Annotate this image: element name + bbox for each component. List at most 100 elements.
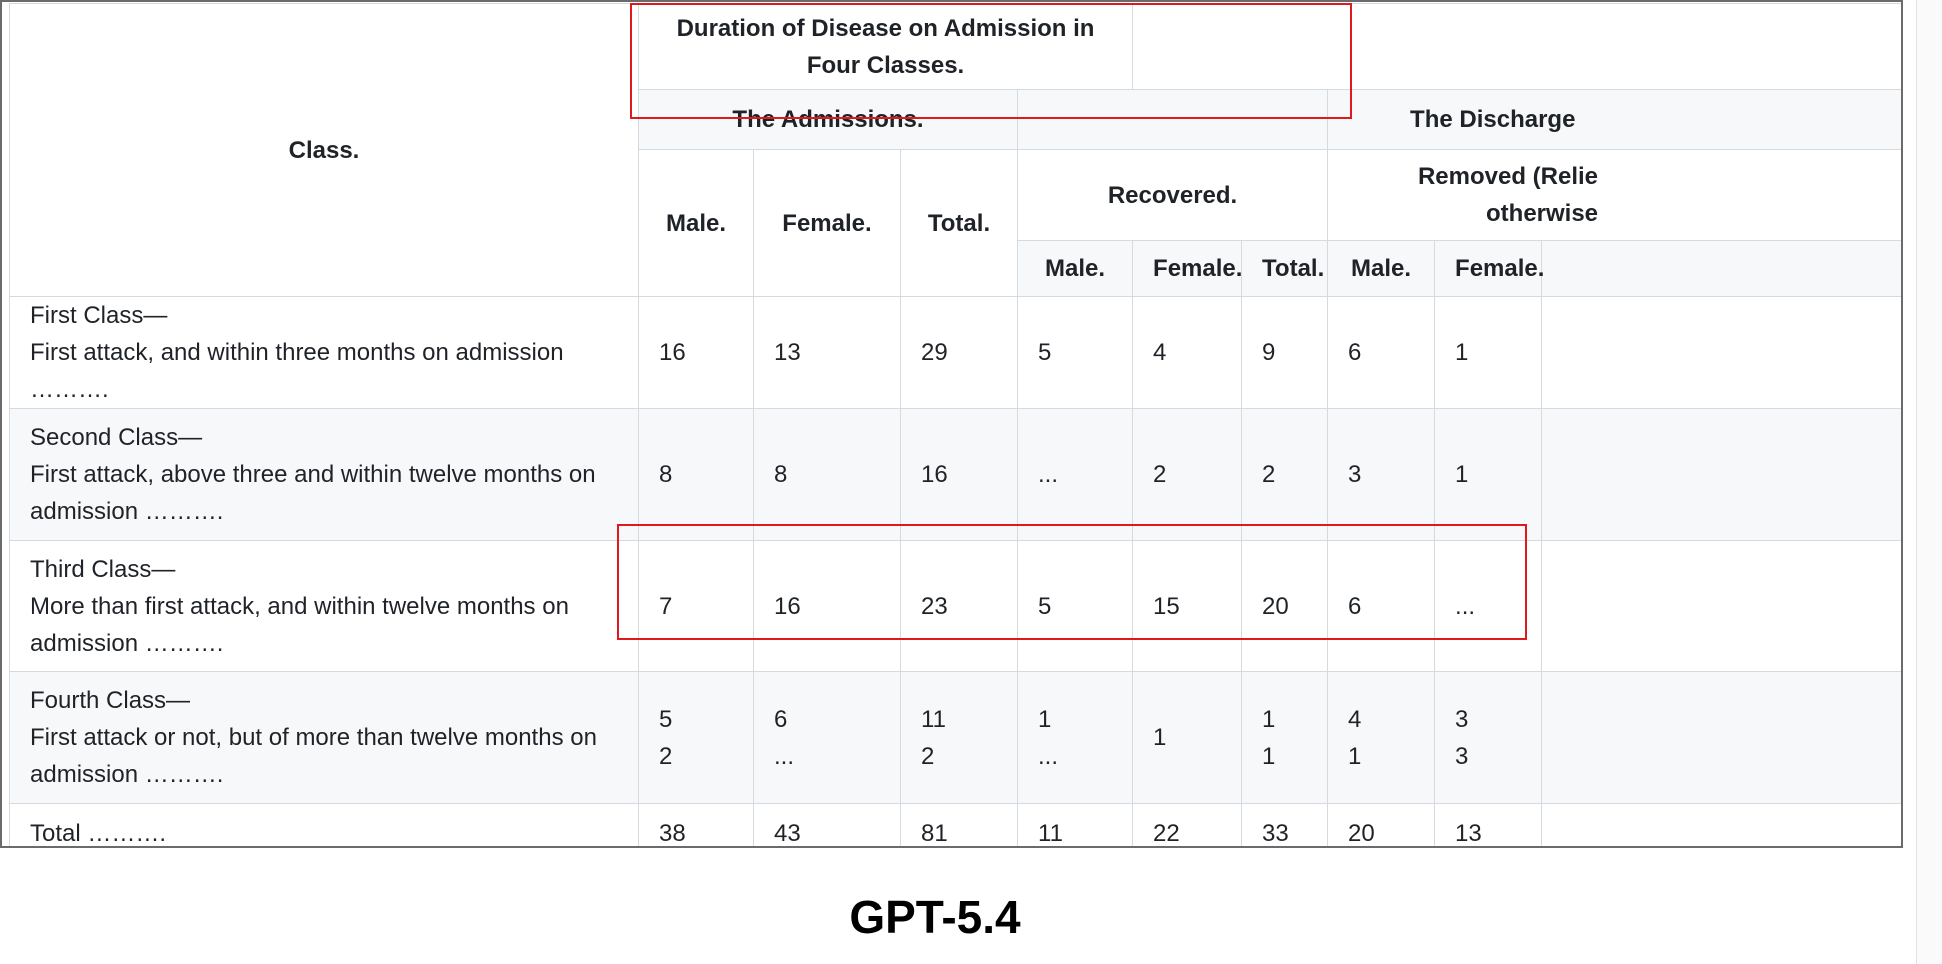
row-label: Fourth Class— First attack or not, but of… [9, 671, 639, 804]
table-row: Fourth Class— First attack or not, but of… [9, 671, 1901, 804]
cell-rec-male: ... [1016, 408, 1134, 541]
cell-value: ... [774, 742, 795, 770]
cell-value: 11 [921, 705, 946, 733]
cell-value: 4 [1348, 705, 1362, 733]
cell-value: 2 [921, 742, 935, 770]
cell-adm-total: 81 [900, 803, 1018, 847]
removed-header-text: Removed (Relie otherwise [1417, 163, 1599, 227]
recovered-header: Recovered. [1016, 149, 1329, 241]
duration-header: Duration of Disease on Admission in Four… [637, 3, 1134, 90]
cell-rem-male: 3 [1327, 408, 1436, 541]
cell-rec-total: 20 [1241, 540, 1329, 672]
cell-rem-female: 1 [1434, 296, 1543, 409]
cell-value: 2 [1153, 461, 1167, 488]
cell-rec-male: 5 [1016, 296, 1134, 409]
table-row: Third Class— More than first attack, and … [9, 540, 1901, 672]
cell-value: 13 [774, 339, 801, 366]
cell-adm-total: 16 [900, 408, 1018, 541]
table-row: First Class— First attack, and within thr… [9, 296, 1901, 409]
cell-value: 5 [1038, 592, 1052, 620]
removed-header: Removed (Relie otherwise [1327, 149, 1901, 241]
cell-rec-female: 1 [1132, 671, 1243, 804]
cell-value: 4 [1153, 339, 1167, 366]
cell-value: 7 [659, 592, 673, 620]
cell-value: 16 [659, 339, 686, 366]
cell-value: 3 [1348, 461, 1362, 488]
cell-value: 5 [659, 705, 673, 733]
removed-male-header: Male. [1327, 240, 1436, 297]
cell-value: 33 [1262, 820, 1289, 847]
cell-rec-total: 33 [1241, 803, 1329, 847]
discharges-header: The Discharge [1327, 89, 1901, 150]
row-label: Second Class— First attack, above three a… [9, 408, 639, 541]
cell-rem-male: 6 [1327, 296, 1436, 409]
class-header: Class. [9, 3, 639, 297]
recovered-female-header: Female. [1132, 240, 1242, 297]
cell-value: 1 [1455, 339, 1469, 366]
table-row: Second Class— First attack, above three a… [9, 408, 1901, 541]
row-class: Second Class— [30, 424, 203, 451]
admissions-male-header: Male. [638, 149, 754, 297]
cell-adm-female: 8 [753, 408, 901, 541]
cell-adm-male: 38 [638, 803, 754, 846]
cell-value: 81 [921, 820, 948, 847]
overflow-cell [1541, 803, 1901, 846]
cell-rec-male: 1... [1016, 671, 1134, 804]
cell-adm-female: 13 [753, 296, 901, 409]
scrollbar-track[interactable] [1916, 0, 1942, 964]
cell-value: 20 [1262, 592, 1289, 620]
cell-value: 3 [1455, 705, 1469, 733]
cell-rem-female: 1 [1434, 408, 1543, 541]
admissions-header: The Admissions. [638, 89, 1018, 150]
cell-adm-total: 11 2 [900, 671, 1018, 804]
cell-value: 15 [1153, 592, 1180, 620]
cell-value: 1 [1262, 705, 1276, 733]
cell-rec-total: 2 [1241, 408, 1329, 541]
cell-value: 23 [921, 592, 948, 620]
cell-adm-female: 16 [753, 540, 901, 672]
cell-rem-female: 13 [1434, 803, 1543, 847]
empty-subheader [1016, 89, 1329, 150]
cell-adm-male: 7 [638, 540, 754, 672]
cell-value: 2 [1262, 461, 1276, 488]
cell-value: 3 [1455, 742, 1469, 770]
row-description: First attack or not, but of more than tw… [30, 724, 597, 788]
row-class: Fourth Class— [30, 687, 191, 714]
row-label: Third Class— More than first attack, and … [9, 540, 639, 672]
cell-value: ... [1455, 592, 1476, 620]
table-viewport: Class. Duration of Disease on Admission … [0, 0, 1903, 848]
admissions-total-header: Total. [900, 149, 1018, 297]
cell-adm-female: 43 [753, 803, 901, 846]
table-row: Total ………. 38 43 81 11 22 33 20 13 [9, 803, 1901, 847]
cell-value: 13 [1455, 820, 1482, 847]
cell-value: 9 [1262, 339, 1276, 366]
cell-value: 8 [774, 461, 788, 488]
cell-value: 5 [1038, 339, 1052, 366]
cell-value: ... [1038, 742, 1059, 770]
empty-header [1132, 3, 1901, 90]
cell-value: ... [1038, 461, 1059, 488]
row-description: First attack, and within three months on… [30, 339, 564, 403]
cell-rec-total: 9 [1241, 296, 1329, 409]
cell-value: 1 [1455, 461, 1469, 488]
cell-rem-female: ... [1434, 540, 1543, 672]
cell-rec-female: 2 [1132, 408, 1243, 541]
cell-value: 11 [1038, 820, 1063, 847]
cell-value: 16 [921, 461, 948, 488]
row-class: First Class— [30, 302, 168, 329]
admissions-female-header: Female. [753, 149, 901, 297]
cell-value: 1 [1038, 705, 1052, 733]
removed-total-header-hidden [1541, 240, 1901, 297]
recovered-total-header: Total. [1241, 240, 1329, 297]
cell-rem-male: 20 [1327, 803, 1436, 846]
row-description: More than first attack, and within twelv… [30, 592, 569, 657]
cell-adm-female: 6... [753, 671, 901, 804]
caption: GPT-5.4 [849, 891, 1021, 943]
cell-value: 29 [921, 339, 948, 366]
overflow-cell [1541, 540, 1901, 672]
cell-value: 16 [774, 592, 801, 620]
row-description: First attack, above three and within twe… [30, 461, 596, 525]
cell-adm-total: 29 [900, 296, 1018, 409]
